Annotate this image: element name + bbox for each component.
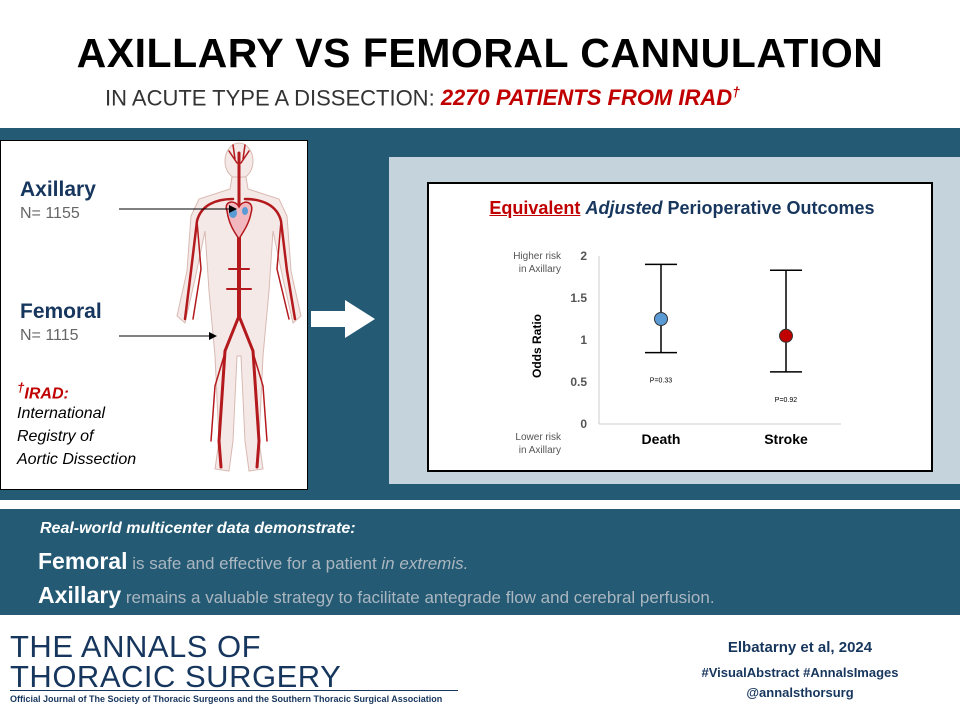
femoral-conclusion: Femoral is safe and effective for a pati… bbox=[38, 548, 469, 574]
y-tick-label: 0.5 bbox=[570, 375, 587, 389]
axillary-count: N= 1155 bbox=[20, 205, 80, 222]
vascular-body-illustration bbox=[119, 142, 302, 472]
lower-risk-label: in Axillary bbox=[519, 445, 561, 456]
chart-title: Equivalent Adjusted Perioperative Outcom… bbox=[489, 198, 875, 218]
citation: Elbatarny et al, 2024 bbox=[727, 639, 873, 656]
odds-ratio-point bbox=[654, 312, 668, 326]
anatomy-panel bbox=[0, 140, 308, 490]
axillary-label: Axillary bbox=[20, 178, 96, 201]
odds-ratio-chart: Higher risk in Axillary Lower risk in Ax… bbox=[513, 249, 841, 456]
y-tick-label: 2 bbox=[580, 249, 587, 263]
femoral-count: N= 1115 bbox=[20, 327, 79, 344]
logo-divider bbox=[10, 690, 458, 691]
p-value-label: P=0.92 bbox=[775, 397, 797, 404]
page-subtitle: IN ACUTE TYPE A DISSECTION: 2270 PATIENT… bbox=[105, 84, 740, 111]
odds-ratio-point bbox=[779, 328, 793, 343]
journal-logo-line1: THE ANNALS OF bbox=[10, 629, 262, 664]
higher-risk-label: Higher risk bbox=[513, 251, 562, 262]
chart-panel: Equivalent Adjusted Perioperative Outcom… bbox=[427, 182, 933, 472]
y-tick-label: 1 bbox=[580, 333, 587, 347]
right-arrow-icon bbox=[311, 300, 375, 338]
lower-risk-label: Lower risk bbox=[515, 432, 562, 443]
irad-line: International bbox=[17, 405, 106, 422]
twitter-handle: @annalsthorsurg bbox=[746, 685, 854, 700]
y-tick-label: 1.5 bbox=[570, 291, 587, 305]
p-value-label: P=0.33 bbox=[650, 378, 672, 385]
irad-line: Aortic Dissection bbox=[17, 451, 137, 468]
femoral-label: Femoral bbox=[20, 300, 102, 323]
irad-line: Registry of bbox=[17, 428, 94, 445]
axillary-conclusion: Axillary remains a valuable strategy to … bbox=[38, 582, 715, 608]
subtitle-highlight: 2270 PATIENTS FROM IRAD† bbox=[440, 84, 740, 111]
y-tick-label: 0 bbox=[580, 417, 587, 431]
journal-logo-line2: THORACIC SURGERY bbox=[10, 659, 342, 694]
conclusion-intro: Real-world multicenter data demonstrate: bbox=[40, 520, 356, 537]
journal-subtitle: Official Journal of The Society of Thora… bbox=[10, 694, 443, 704]
page-title: AXILLARY VS FEMORAL CANNULATION bbox=[76, 30, 884, 76]
hashtags: #VisualAbstract #AnnalsImages bbox=[701, 665, 899, 680]
higher-risk-label: in Axillary bbox=[519, 264, 561, 275]
x-category-label: Death bbox=[642, 431, 681, 447]
conclusion-band bbox=[0, 509, 960, 615]
subtitle-prefix: IN ACUTE TYPE A DISSECTION: bbox=[105, 85, 435, 111]
y-axis-label: Odds Ratio bbox=[530, 314, 544, 378]
irad-title: †IRAD: bbox=[17, 380, 69, 403]
x-category-label: Stroke bbox=[764, 431, 808, 447]
